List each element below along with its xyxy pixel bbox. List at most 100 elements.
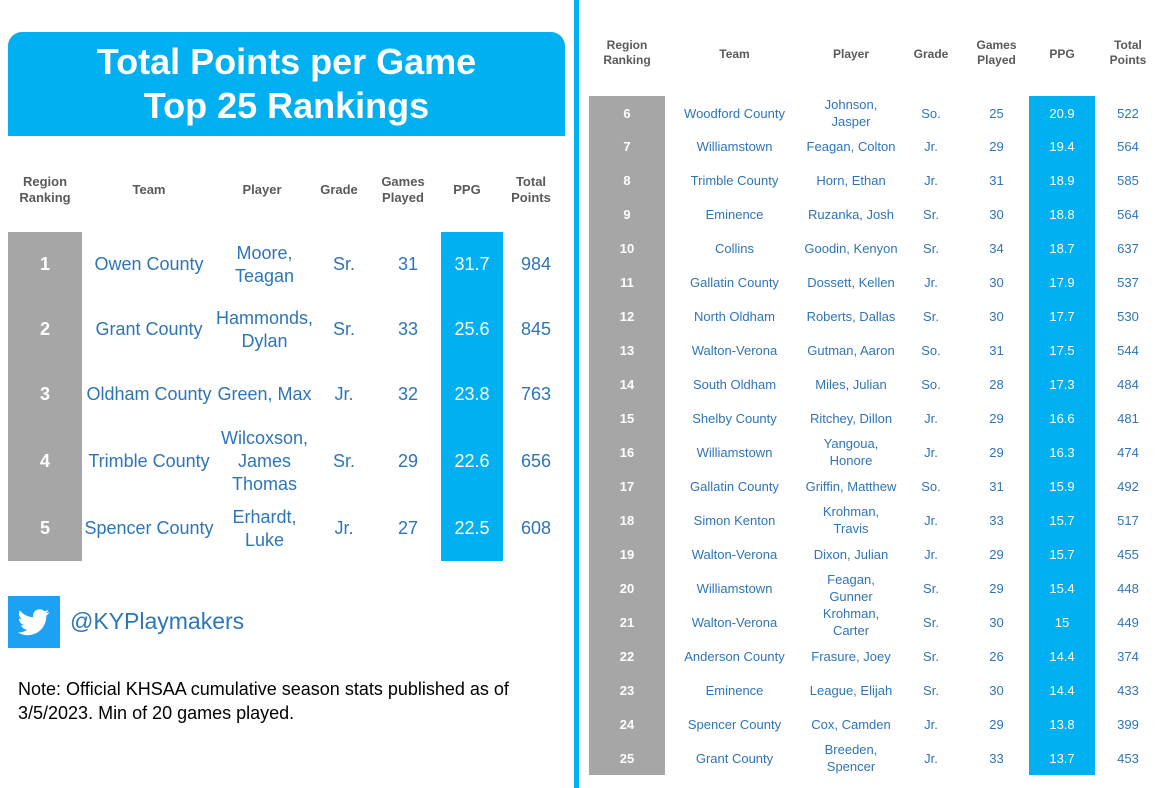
rest-body: 6 Woodford County Johnson, Jasper So. 25 20.9… xyxy=(589,96,1161,776)
rank-cell: 17 xyxy=(589,469,665,504)
column-divider xyxy=(574,0,579,788)
table-row: 22 Anderson County Frasure, Joey Sr. 26 14.4 3… xyxy=(589,639,1161,674)
ppg-cell: 17.9 xyxy=(1029,265,1095,300)
games-cell: 30 xyxy=(989,275,1004,291)
team-cell: Collins xyxy=(714,241,754,257)
grade-cell: Sr. xyxy=(923,682,939,698)
total-cell: 637 xyxy=(1117,241,1139,257)
table-row: 8 Trimble County Horn, Ethan Jr. 31 18.9 585 xyxy=(589,163,1161,198)
games-cell: 25 xyxy=(989,105,1004,121)
ppg-cell: 15.4 xyxy=(1029,571,1095,606)
rank-cell: 1 xyxy=(8,232,82,297)
grade-cell: Jr. xyxy=(924,716,938,732)
rank-cell: 5 xyxy=(8,496,82,561)
grade-cell: Sr. xyxy=(333,254,356,274)
rank-cell: 10 xyxy=(589,231,665,266)
player-cell: Goodin, Kenyon xyxy=(804,241,898,257)
player-cell: Horn, Ethan xyxy=(816,173,886,189)
total-cell: 537 xyxy=(1117,275,1139,291)
header-player: Player xyxy=(242,182,282,197)
games-cell: 30 xyxy=(989,614,1004,630)
table-row: 15 Shelby County Ritchey, Dillon Jr. 29 16.6 4… xyxy=(589,401,1161,436)
grade-cell: Jr. xyxy=(924,275,938,291)
header-ppg: PPG xyxy=(453,182,481,197)
grade-cell: Jr. xyxy=(924,546,938,562)
table-row: 10 Collins Goodin, Kenyon Sr. 34 18.7 637 xyxy=(589,231,1161,266)
grade-cell: Sr. xyxy=(923,309,939,325)
twitter-logo xyxy=(8,596,60,648)
table-row: 24 Spencer County Cox, Camden Jr. 29 13.8 399 xyxy=(589,707,1161,742)
ppg-cell: 18.8 xyxy=(1029,197,1095,232)
table-row: 9 Eminence Ruzanka, Josh Sr. 30 18.8 564 xyxy=(589,197,1161,232)
games-cell: 29 xyxy=(989,410,1004,426)
table-row: 17 Gallatin County Griffin, Matthew So. 31 15… xyxy=(589,469,1161,504)
player-cell: Griffin, Matthew xyxy=(805,478,897,494)
table-row: 21 Walton-Verona Krohman, Carter Sr. 30 15 449 xyxy=(589,605,1161,640)
table-row: 19 Walton-Verona Dixon, Julian Jr. 29 15.7 455 xyxy=(589,537,1161,572)
player-cell: Green, Max xyxy=(217,384,312,404)
ppg-cell: 17.3 xyxy=(1029,367,1095,402)
ppg-cell: 31.7 xyxy=(441,232,504,297)
total-cell: 433 xyxy=(1117,682,1139,698)
rank-cell: 6 xyxy=(589,96,665,130)
header-total: Total Points xyxy=(511,174,551,206)
ppg-cell: 13.8 xyxy=(1029,707,1095,742)
total-cell: 763 xyxy=(521,384,552,404)
table-row: 2 Grant County Hammonds, Dylan Sr. 33 25.6 845 xyxy=(8,297,569,362)
table-row: 7 Williamstown Feagan, Colton Jr. 29 19.4 564 xyxy=(589,130,1161,164)
player-cell: League, Elijah xyxy=(809,682,893,698)
player-cell: Breeden, Spencer xyxy=(824,742,878,775)
total-cell: 492 xyxy=(1117,478,1139,494)
ppg-cell: 25.6 xyxy=(441,297,504,362)
ppg-cell: 19.4 xyxy=(1029,130,1095,164)
ppg-cell: 23.8 xyxy=(441,362,504,427)
rank-cell: 3 xyxy=(8,362,82,427)
grade-cell: Jr. xyxy=(334,384,354,404)
team-cell: Williamstown xyxy=(696,580,773,596)
rank-cell: 14 xyxy=(589,367,665,402)
total-cell: 399 xyxy=(1117,716,1139,732)
player-cell: Ruzanka, Josh xyxy=(808,207,894,223)
footnote: Note: Official KHSAA cumulative season s… xyxy=(18,679,509,723)
ppg-cell: 14.4 xyxy=(1029,673,1095,708)
ppg-cell: 15.7 xyxy=(1029,503,1095,538)
player-cell: Krohman, Travis xyxy=(822,504,880,537)
rank-cell: 9 xyxy=(589,197,665,232)
team-cell: Trimble County xyxy=(88,451,210,471)
page-title: Total Points per Game Top 25 Rankings xyxy=(8,32,565,136)
table-row: 14 South Oldham Miles, Julian So. 28 17.3 484 xyxy=(589,367,1161,402)
ppg-cell: 15.9 xyxy=(1029,469,1095,504)
table-row: 12 North Oldham Roberts, Dallas Sr. 30 17.7 53… xyxy=(589,299,1161,334)
ppg-cell: 15 xyxy=(1029,605,1095,640)
header-rank: Region Ranking xyxy=(19,174,71,206)
total-cell: 585 xyxy=(1117,173,1139,189)
total-cell: 984 xyxy=(521,254,552,274)
grade-cell: So. xyxy=(921,478,941,494)
games-cell: 31 xyxy=(989,173,1004,189)
grade-cell: Sr. xyxy=(923,241,939,257)
player-cell: Cox, Camden xyxy=(811,716,891,732)
games-cell: 30 xyxy=(989,207,1004,223)
grade-cell: Sr. xyxy=(923,614,939,630)
rank-cell: 19 xyxy=(589,537,665,572)
rank-cell: 23 xyxy=(589,673,665,708)
ppg-cell: 18.9 xyxy=(1029,163,1095,198)
header-games: Games Played xyxy=(381,174,425,206)
team-cell: Grant County xyxy=(695,750,774,766)
rank-cell: 22 xyxy=(589,639,665,674)
table-row: 20 Williamstown Feagan, Gunner Sr. 29 15.4 448 xyxy=(589,571,1161,606)
games-cell: 30 xyxy=(989,682,1004,698)
ppg-cell: 13.7 xyxy=(1029,741,1095,776)
player-cell: Ritchey, Dillon xyxy=(809,410,893,426)
header-games-right: Games Played xyxy=(976,38,1017,67)
ppg-cell: 20.9 xyxy=(1029,96,1095,130)
ppg-cell: 17.7 xyxy=(1029,299,1095,334)
twitter-handle[interactable]: @KYPlaymakers xyxy=(70,608,245,634)
rank-cell: 11 xyxy=(589,265,665,300)
games-cell: 26 xyxy=(989,648,1004,664)
player-cell: Frasure, Joey xyxy=(811,648,891,664)
rank-cell: 15 xyxy=(589,401,665,436)
player-cell: Yangoua, Honore xyxy=(823,436,879,469)
player-cell: Dossett, Kellen xyxy=(807,275,895,291)
header-grade: Grade xyxy=(320,182,358,197)
